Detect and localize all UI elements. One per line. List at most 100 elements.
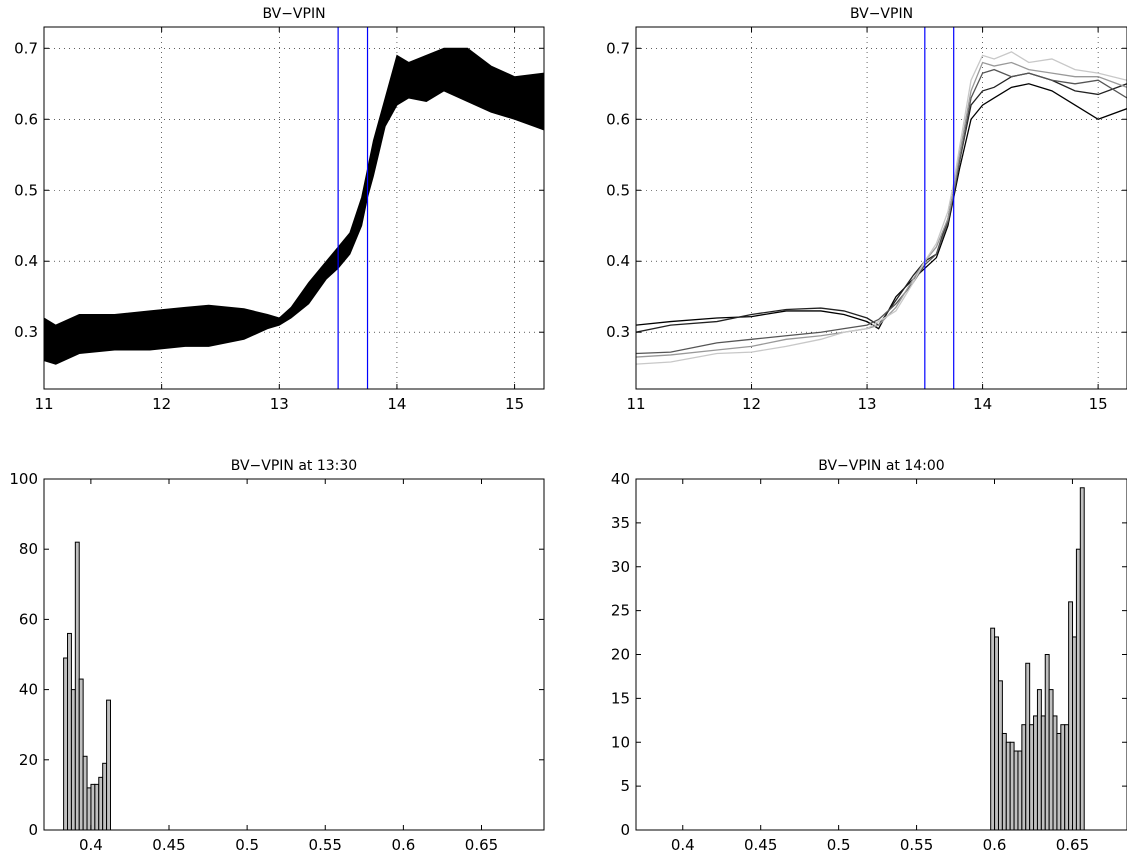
y-tick-label: 0.4 (14, 252, 38, 270)
histogram-bar (1001, 732, 1007, 830)
y-tick-label: 0 (28, 821, 38, 839)
y-tick-label: 0.3 (606, 323, 630, 341)
plot-content (44, 27, 544, 389)
y-tick-label: 0.7 (606, 39, 630, 57)
y-tick-label: 0.7 (14, 39, 38, 57)
histogram-bar (1072, 636, 1077, 830)
y-tick-label: 0.5 (606, 181, 630, 199)
histogram-bar (1048, 689, 1054, 830)
x-tick-label: 0.55 (900, 836, 933, 854)
histogram-bar (106, 699, 111, 830)
y-tick-label: 80 (19, 540, 38, 558)
histogram-bar (1029, 724, 1035, 830)
x-tick-label: 0.6 (983, 836, 1007, 854)
axes-frame (635, 26, 1127, 390)
y-tick-label: 0.4 (606, 252, 630, 270)
chart-panel-0: 11 12 13 14 15 0.3 0.4 0.5 0.6 0.7 BV−VPIN (14, 6, 545, 413)
histogram-bar (78, 678, 84, 830)
y-tick-label: 15 (611, 689, 630, 707)
histogram-bar (1068, 601, 1074, 830)
y-tick-label: 0.5 (14, 181, 38, 199)
x-tick-label: 0.45 (744, 836, 777, 854)
histogram-bar (1025, 662, 1031, 830)
series-line-0 (636, 83, 1127, 330)
histogram-bar (1044, 654, 1050, 830)
y-tick-label: 100 (9, 470, 38, 488)
histogram-bar (102, 762, 108, 830)
y-tick-label: 20 (611, 646, 630, 664)
histogram-bar (1013, 750, 1019, 830)
x-tick-label: 13 (858, 395, 877, 413)
x-tick-label: 12 (152, 395, 171, 413)
chart-panel-3: 0.4 0.45 0.5 0.55 0.6 0.65 0 5 10 15 20 25 30 35 40 BV−… (611, 458, 1127, 854)
y-tick-label: 0.6 (606, 110, 630, 128)
axes-frame (43, 478, 545, 831)
chart-title: BV−VPIN (850, 6, 913, 22)
histogram-bar (1079, 487, 1085, 830)
histogram-bar (1040, 715, 1046, 830)
chart-title: BV−VPIN at 14:00 (818, 458, 944, 474)
y-tick-label: 0.3 (14, 323, 38, 341)
x-tick-label: 15 (505, 395, 524, 413)
x-tick-label: 0.6 (391, 836, 415, 854)
histogram-bar (1060, 724, 1066, 830)
x-tick-label: 0.5 (827, 836, 851, 854)
x-tick-label: 0.65 (1056, 836, 1089, 854)
histogram-bar (1017, 750, 1023, 830)
histogram-bar (86, 787, 92, 830)
series-line-4 (636, 51, 1127, 365)
series-line-3 (636, 61, 1127, 358)
chart-title: BV−VPIN at 13:30 (231, 458, 357, 474)
y-tick-label: 40 (19, 681, 38, 699)
histogram-bar (990, 627, 996, 830)
histogram-bar (1056, 732, 1062, 830)
plot-area (636, 27, 1127, 389)
y-tick-label: 25 (611, 602, 630, 620)
axes-frame (43, 26, 545, 390)
histogram-bar (1009, 741, 1015, 830)
chart-panel-1: 11 12 13 14 15 0.3 0.4 0.5 0.6 0.7 BV−VPIN (606, 6, 1127, 413)
x-tick-label: 11 (34, 395, 53, 413)
plot-content (636, 27, 1127, 389)
histogram-bar (997, 680, 1003, 830)
series-line-2 (636, 68, 1127, 355)
histogram-bar (70, 689, 76, 830)
x-tick-label: 12 (742, 395, 761, 413)
histogram-bar (67, 632, 72, 830)
x-tick-label: 15 (1089, 395, 1108, 413)
histogram-bar (1052, 715, 1058, 830)
y-tick-label: 20 (19, 751, 38, 769)
x-tick-label: 0.4 (79, 836, 103, 854)
x-tick-label: 0.4 (671, 836, 695, 854)
y-tick-label: 5 (620, 777, 630, 795)
histogram-bar (1064, 724, 1070, 830)
histogram-bar (994, 636, 999, 830)
x-tick-label: 11 (626, 395, 645, 413)
x-tick-label: 14 (387, 395, 406, 413)
band-area (44, 47, 544, 365)
x-tick-label: 0.65 (465, 836, 498, 854)
plot-area (44, 479, 544, 830)
x-tick-label: 0.55 (309, 836, 342, 854)
chart-title: BV−VPIN (262, 6, 325, 22)
histogram-bar (1036, 689, 1042, 830)
histogram-bar (1075, 548, 1081, 830)
y-tick-label: 40 (611, 470, 630, 488)
x-tick-label: 13 (270, 395, 289, 413)
histogram-bar (1033, 715, 1038, 830)
histogram-bar (1021, 724, 1027, 830)
histogram-bar (98, 776, 104, 830)
y-tick-label: 0 (620, 821, 630, 839)
histogram-bar (74, 541, 80, 830)
histogram-bar (1005, 741, 1011, 830)
y-tick-label: 60 (19, 610, 38, 628)
histogram-bar (90, 783, 96, 830)
y-tick-label: 0.6 (14, 110, 38, 128)
y-tick-label: 30 (611, 558, 630, 576)
y-tick-label: 35 (611, 514, 630, 532)
x-tick-label: 14 (973, 395, 992, 413)
x-tick-label: 0.5 (235, 836, 259, 854)
chart-panel-2: 0.4 0.45 0.5 0.55 0.6 0.65 0 20 40 60 80 100 BV−VPIN… (9, 458, 545, 854)
x-tick-label: 0.45 (152, 836, 185, 854)
